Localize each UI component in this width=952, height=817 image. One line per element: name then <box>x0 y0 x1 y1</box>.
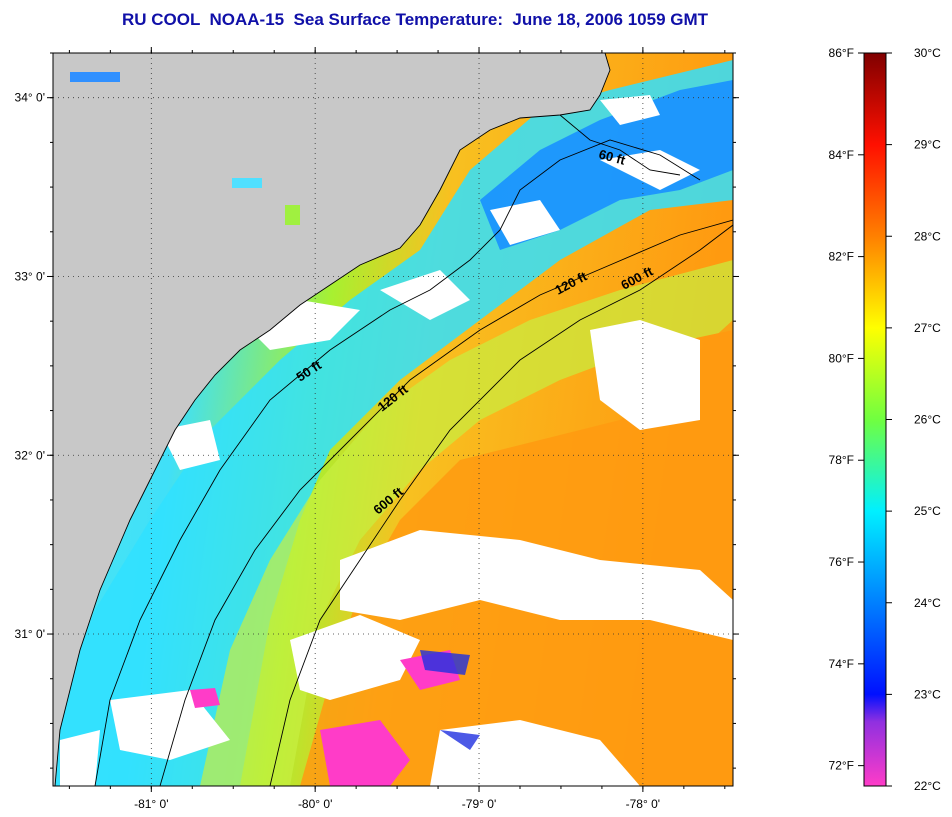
colorbar-label-fahrenheit: 80°F <box>829 351 854 365</box>
colorbar-label-fahrenheit: 78°F <box>829 453 854 467</box>
colorbar-label-fahrenheit: 74°F <box>829 657 854 671</box>
colorbar-labels: 30°C 29°C 28°C 27°C 26°C 25°C 24°C 23°C 22°C 86°F… <box>829 46 942 793</box>
map-gridlines <box>53 53 733 786</box>
map-title: RU COOL NOAA-15 Sea Surface Temperature:… <box>121 10 709 29</box>
colorbar-label-fahrenheit: 76°F <box>829 555 854 569</box>
colorbar-label-fahrenheit: 84°F <box>829 148 854 162</box>
coastline <box>54 53 611 786</box>
lat-tick-label: 34° 0' <box>15 91 45 105</box>
colorbar-label-celsius: 23°C <box>914 687 941 701</box>
land-mass <box>53 53 610 786</box>
colorbar-label-celsius: 26°C <box>914 413 941 427</box>
colorbar-label-celsius: 22°C <box>914 779 941 793</box>
cold-pixel-artifacts-blue <box>420 650 480 750</box>
isobath-60ft <box>559 114 681 176</box>
isobath-50ft <box>94 139 701 786</box>
colorbar-label-celsius: 27°C <box>914 321 941 335</box>
lon-tick-label: -79° 0' <box>462 797 496 811</box>
lat-tick-label: 31° 0' <box>15 627 45 641</box>
contour-label-60ft: 60 ft <box>597 146 627 168</box>
colorbar-label-fahrenheit: 72°F <box>829 759 854 773</box>
colorbar-label-celsius: 25°C <box>914 504 941 518</box>
colorbar-label-celsius: 29°C <box>914 138 941 152</box>
isobath-600ft <box>269 224 733 786</box>
colorbar <box>863 52 887 787</box>
colorbar-label-fahrenheit: 86°F <box>829 46 854 60</box>
warm-shelf-band <box>200 260 733 786</box>
isobath-120ft <box>159 219 733 786</box>
lat-tick-label: 33° 0' <box>15 269 45 283</box>
map-axes: -81° 0' -80° 0' -79° 0' -78° 0' 34° 0' 33° 0'… <box>15 47 739 811</box>
cloud-mask <box>60 95 733 786</box>
colorbar-label-celsius: 24°C <box>914 596 941 610</box>
lon-tick-label: -81° 0' <box>134 797 168 811</box>
map-panel <box>53 53 733 786</box>
map-frame <box>52 52 734 787</box>
lon-tick-label: -80° 0' <box>298 797 332 811</box>
colorbar-label-celsius: 28°C <box>914 229 941 243</box>
colorbar-label-fahrenheit: 82°F <box>829 250 854 264</box>
colorbar-label-celsius: 30°C <box>914 46 941 60</box>
lat-tick-label: 32° 0' <box>15 448 45 462</box>
lon-tick-label: -78° 0' <box>626 797 660 811</box>
nearshore-cool-band <box>53 60 733 786</box>
